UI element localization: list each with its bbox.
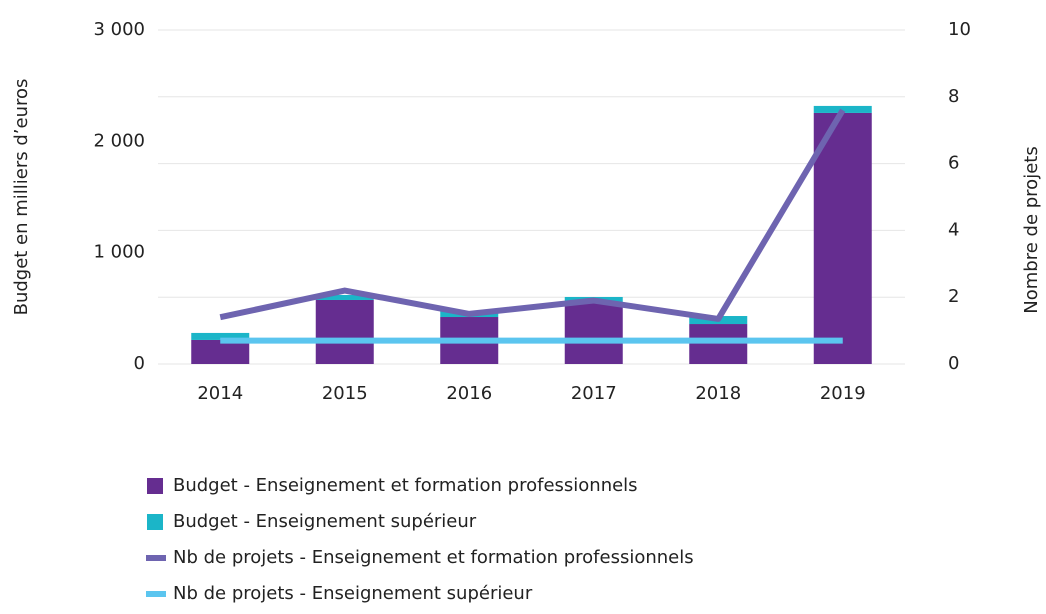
bar [315, 294, 374, 300]
line [219, 108, 846, 322]
y2-tick-label: 10 [948, 19, 971, 40]
y2-tick-label: 6 [948, 153, 959, 174]
x-tick-label: 2015 [322, 383, 368, 404]
legend-label: Budget - Enseignement et formation profe… [173, 475, 638, 496]
y-axis-title: Budget en milliers d’euros [11, 79, 32, 316]
x-tick-label: 2018 [695, 383, 741, 404]
y-tick-label: 0 [134, 353, 145, 374]
y2-tick-label: 0 [948, 353, 959, 374]
legend-label: Nb de projets - Enseignement et formatio… [173, 547, 694, 568]
legend-swatch [146, 591, 166, 597]
y-tick-label: 2 000 [93, 130, 145, 151]
x-tick-label: 2016 [446, 383, 492, 404]
y2-tick-label: 4 [948, 219, 959, 240]
y2-tick-label: 2 [948, 286, 959, 307]
y-tick-label: 1 000 [93, 242, 145, 263]
legend-label: Nb de projets - Enseignement supérieur [173, 583, 533, 604]
x-tick-label: 2019 [820, 383, 866, 404]
legend-label: Budget - Enseignement supérieur [173, 511, 477, 532]
bar [564, 301, 623, 364]
legend-swatch [146, 555, 166, 561]
bar [191, 332, 250, 340]
legend-swatch [147, 514, 163, 530]
legend-swatch [147, 478, 163, 494]
y-tick-label: 3 000 [93, 19, 145, 40]
y2-axis-title: Nombre de projets [1021, 146, 1042, 313]
bar [813, 112, 872, 365]
bar [689, 324, 748, 364]
x-tick-label: 2017 [571, 383, 617, 404]
bar [315, 299, 374, 364]
bar [813, 105, 872, 113]
x-tick-label: 2014 [197, 383, 243, 404]
bar [191, 339, 250, 364]
y2-tick-label: 8 [948, 86, 959, 107]
